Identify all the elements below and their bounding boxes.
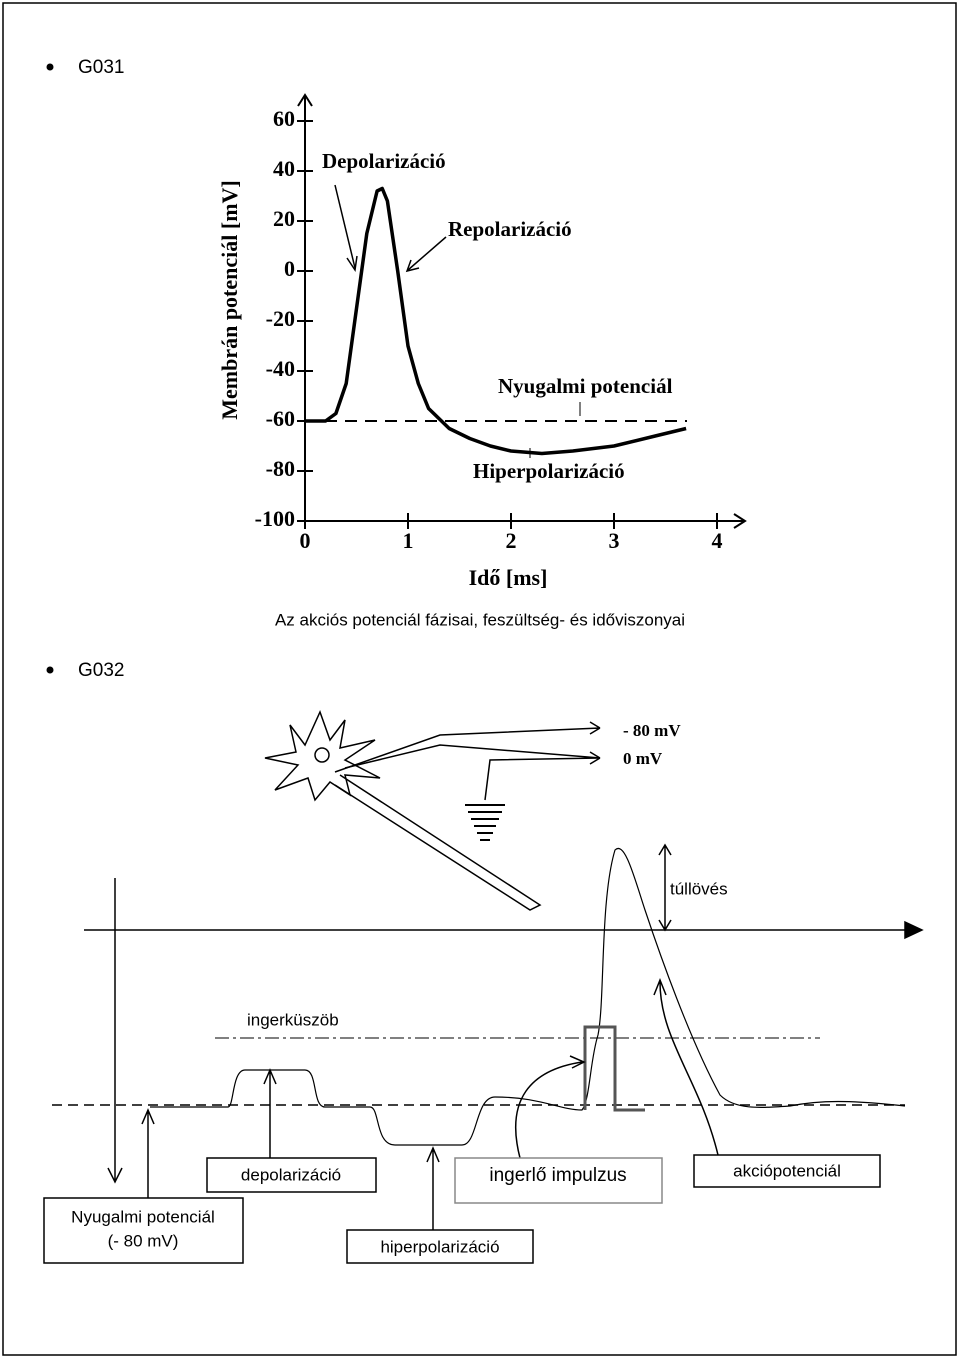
threshold-label: ingerküszöb xyxy=(247,1010,339,1029)
annotation-arrow xyxy=(407,236,447,271)
x-tick-label: 4 xyxy=(712,528,723,553)
arrowhead xyxy=(904,920,924,940)
arrow xyxy=(426,1146,440,1230)
y-tick-label: 40 xyxy=(273,156,295,181)
label-box xyxy=(43,1197,244,1264)
axis-arrow xyxy=(733,513,747,529)
axis-arrow xyxy=(297,93,313,107)
y-tick-label: 60 xyxy=(273,106,295,131)
annotation: Hiperpolarizáció xyxy=(473,459,625,483)
overshoot-label: túllövés xyxy=(670,879,728,898)
arrow xyxy=(141,1108,155,1198)
axon xyxy=(334,774,542,911)
arrow xyxy=(107,878,123,1184)
neuron-diagram xyxy=(43,710,924,1264)
data-line xyxy=(305,186,687,456)
annotation: Nyugalmi potenciál xyxy=(498,374,673,398)
box-label: akciópotenciál xyxy=(733,1161,841,1180)
x-tick-label: 3 xyxy=(609,528,620,553)
chart xyxy=(297,93,747,529)
y-tick-label: 0 xyxy=(284,256,295,281)
item-label: G032 xyxy=(78,660,124,681)
box-label: Nyugalmi potenciál xyxy=(71,1207,215,1226)
box-label: ingerlő impulzus xyxy=(489,1165,626,1186)
label-box xyxy=(454,1157,663,1204)
ground xyxy=(465,804,505,841)
label-box xyxy=(346,1229,534,1264)
annotation: Depolarizáció xyxy=(322,149,446,173)
caption: Az akciós potenciál fázisai, feszültség-… xyxy=(275,610,685,629)
label-box xyxy=(693,1154,881,1188)
stimulus-pulse xyxy=(583,1025,645,1112)
arrow xyxy=(515,1055,586,1159)
x-tick-label: 1 xyxy=(403,528,414,553)
arrowhead xyxy=(405,259,420,273)
y-tick-label: -40 xyxy=(266,356,295,381)
annotation-arrow xyxy=(334,184,356,269)
item-label: G031 xyxy=(78,57,124,78)
x-axis-label: Idő [ms] xyxy=(469,565,548,590)
annotation: Repolarizáció xyxy=(448,217,572,241)
neuron-soma xyxy=(264,710,381,802)
bullet xyxy=(46,63,54,71)
box-label: hiperpolarizáció xyxy=(380,1237,499,1256)
electrode-label: - 80 mV xyxy=(623,721,681,740)
y-tick-label: -100 xyxy=(255,506,295,531)
arrow xyxy=(263,1068,277,1158)
nucleus xyxy=(314,747,330,763)
y-tick-label: -20 xyxy=(266,306,295,331)
x-tick-label: 2 xyxy=(506,528,517,553)
bullet xyxy=(46,666,54,674)
x-tick-label: 0 xyxy=(300,528,311,553)
box-label: depolarizáció xyxy=(241,1165,341,1184)
ground-wire xyxy=(484,757,601,801)
y-tick-label: -80 xyxy=(266,456,295,481)
arrow xyxy=(653,977,719,1156)
electrode xyxy=(334,721,601,773)
overshoot-arrow xyxy=(658,843,672,932)
electrode xyxy=(344,744,601,769)
electrode-label: 0 mV xyxy=(623,749,663,768)
y-axis-label: Membrán potenciál [mV] xyxy=(217,180,242,420)
box-label: (- 80 mV) xyxy=(108,1231,179,1250)
membrane-curve xyxy=(150,847,906,1146)
y-tick-label: 20 xyxy=(273,206,295,231)
y-tick-label: -60 xyxy=(266,406,295,431)
label-box xyxy=(206,1157,377,1193)
arrowhead xyxy=(346,255,358,273)
